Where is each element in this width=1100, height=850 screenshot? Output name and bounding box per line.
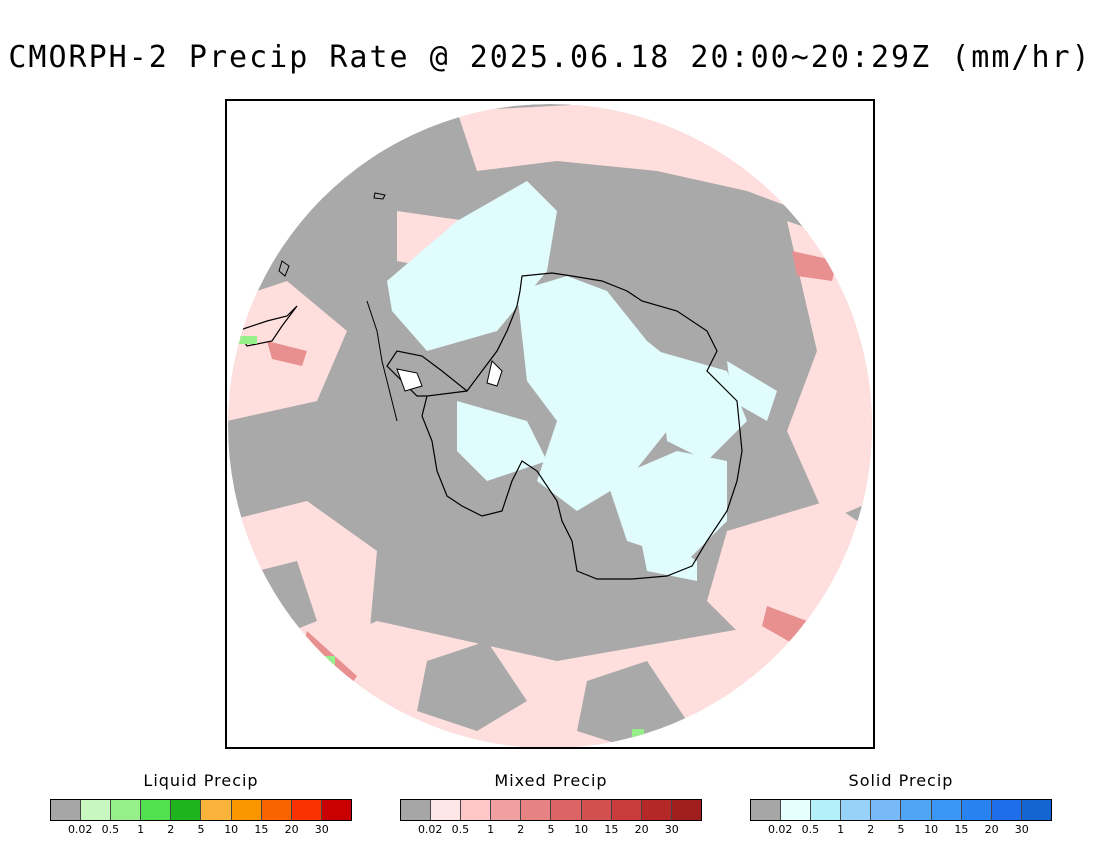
peninsula-islands-coastline xyxy=(366,300,398,422)
south-orkney-island xyxy=(373,192,386,200)
legend-tick-label: 0.02 xyxy=(67,823,93,836)
south-georgia-island xyxy=(278,260,290,277)
legend-liquid: Liquid Precip 0.02 0.5 1 2 5 10 15 20 30 xyxy=(50,770,352,837)
legend-solid: Solid Precip 0.02 0.5 1 2 5 10 15 20 30 xyxy=(750,770,1052,837)
legend-tick-label: 5 xyxy=(897,823,905,836)
legend-swatch xyxy=(671,800,701,820)
legend-swatch xyxy=(401,800,432,820)
legend-colorbar xyxy=(50,799,352,821)
legend-swatch xyxy=(141,800,172,820)
legend-swatch xyxy=(841,800,872,820)
legend-swatch xyxy=(291,800,322,820)
map-title: CMORPH-2 Precip Rate @ 2025.06.18 20:00~… xyxy=(8,40,1092,75)
peninsula-island xyxy=(396,368,423,392)
legend-ticks: 0.02 0.5 1 2 5 10 15 20 30 xyxy=(50,823,352,837)
legend-swatch xyxy=(171,800,202,820)
legend-swatch xyxy=(321,800,351,820)
legend-colorbar xyxy=(750,799,1052,821)
legend-tick-label: 20 xyxy=(984,823,999,836)
legend-tick-label: 0.02 xyxy=(767,823,793,836)
legend-tick-label: 0.5 xyxy=(801,823,820,836)
legend-swatch xyxy=(901,800,932,820)
legend-tick-label: 0.02 xyxy=(417,823,443,836)
solid-precip-areas xyxy=(387,181,777,581)
legend-swatch xyxy=(431,800,462,820)
legend-swatch xyxy=(1021,800,1051,820)
legend-swatch xyxy=(751,800,782,820)
legend-swatch xyxy=(641,800,672,820)
legend-swatch xyxy=(81,800,112,820)
antarctic-peninsula-coastline xyxy=(386,350,468,397)
legend-tick-label: 15 xyxy=(254,823,269,836)
legend-swatch xyxy=(51,800,82,820)
legend-tick-label: 10 xyxy=(924,823,939,836)
legend-tick-label: 5 xyxy=(547,823,555,836)
legend-ticks: 0.02 0.5 1 2 5 10 15 20 30 xyxy=(400,823,702,837)
legend-swatch xyxy=(521,800,552,820)
legend-swatch xyxy=(201,800,232,820)
legend-swatch xyxy=(611,800,642,820)
legend-swatch xyxy=(871,800,902,820)
legend-mixed: Mixed Precip 0.02 0.5 1 2 5 10 15 20 30 xyxy=(400,770,702,837)
legend-swatch xyxy=(931,800,962,820)
legend-tick-label: 5 xyxy=(197,823,205,836)
legend-tick-label: 2 xyxy=(517,823,525,836)
legend-swatch xyxy=(491,800,522,820)
legend-tick-label: 2 xyxy=(867,823,875,836)
legend-swatch xyxy=(551,800,582,820)
legend-swatch xyxy=(961,800,992,820)
legend-swatch xyxy=(991,800,1022,820)
legend-swatch xyxy=(261,800,292,820)
legend-title: Liquid Precip xyxy=(143,771,259,790)
south-america-coastline xyxy=(236,305,298,347)
legend-swatch xyxy=(461,800,492,820)
legend-swatch xyxy=(231,800,262,820)
legend-tick-label: 0.5 xyxy=(101,823,120,836)
legend-tick-label: 1 xyxy=(487,823,495,836)
legend-tick-label: 15 xyxy=(954,823,969,836)
legend-tick-label: 15 xyxy=(604,823,619,836)
legend-swatch xyxy=(581,800,612,820)
legend-tick-label: 1 xyxy=(837,823,845,836)
legend-colorbar xyxy=(400,799,702,821)
polar-map xyxy=(225,99,875,749)
legend-swatch xyxy=(811,800,842,820)
legend-title: Solid Precip xyxy=(848,771,954,790)
legend-tick-label: 2 xyxy=(167,823,175,836)
legend-tick-label: 30 xyxy=(664,823,679,836)
legend-ticks: 0.02 0.5 1 2 5 10 15 20 30 xyxy=(750,823,1052,837)
legend-tick-label: 1 xyxy=(137,823,145,836)
legend-tick-label: 30 xyxy=(1014,823,1029,836)
legend-tick-label: 30 xyxy=(314,823,329,836)
legend-tick-label: 10 xyxy=(574,823,589,836)
legend-tick-label: 20 xyxy=(284,823,299,836)
legend-swatch xyxy=(111,800,142,820)
legend-tick-label: 10 xyxy=(224,823,239,836)
ice-shelf-island xyxy=(486,360,503,387)
legend-tick-label: 0.5 xyxy=(451,823,470,836)
legend-swatch xyxy=(781,800,812,820)
legend-title: Mixed Precip xyxy=(494,771,608,790)
map-svg xyxy=(228,104,872,747)
legend-tick-label: 20 xyxy=(634,823,649,836)
